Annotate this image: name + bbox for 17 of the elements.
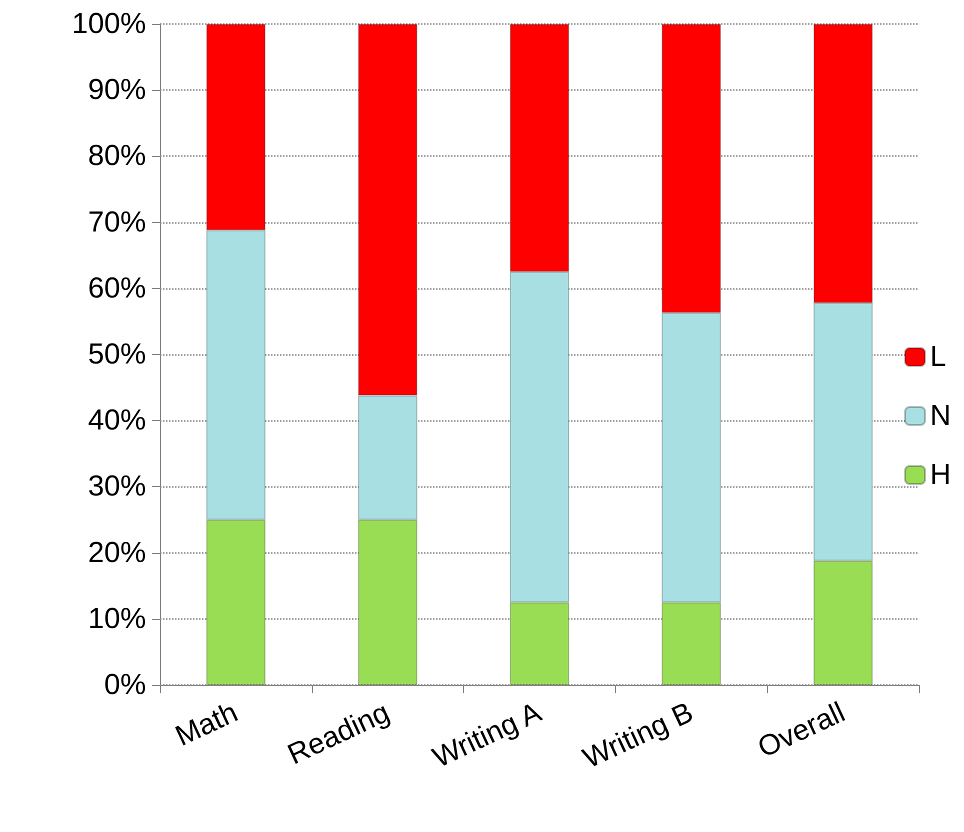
y-tick-label: 20% (88, 536, 146, 569)
y-tick-label: 40% (88, 404, 146, 437)
x-tick-label: Writing B (578, 696, 698, 776)
y-tick-label: 100% (72, 8, 146, 40)
y-tick-label: 30% (88, 470, 146, 503)
x-tick-label: Writing A (428, 696, 547, 774)
y-tick-label: 90% (88, 74, 146, 106)
legend-label: H (930, 459, 952, 491)
y-tick-label: 70% (88, 206, 146, 238)
y-tick-label: 50% (88, 338, 146, 370)
legend-label: L (930, 341, 946, 373)
x-tick-label: Math (170, 696, 243, 753)
y-tick-label: 60% (88, 272, 146, 304)
y-tick-label: 0% (104, 669, 146, 701)
legend-label: N (930, 400, 952, 432)
y-tick-label: 10% (88, 602, 146, 635)
y-tick-label: 80% (88, 140, 146, 172)
